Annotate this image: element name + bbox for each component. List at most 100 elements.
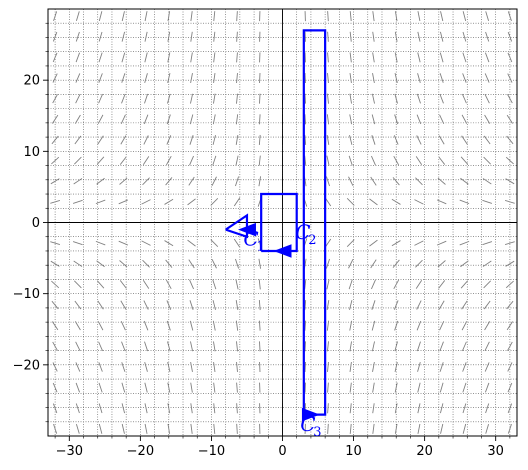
field-arrow	[372, 361, 375, 372]
field-arrow	[439, 320, 445, 331]
field-arrow	[439, 73, 444, 83]
field-arrow	[348, 259, 354, 269]
field-arrow	[459, 240, 470, 246]
x-tick-label: −10	[198, 444, 225, 459]
field-arrow	[504, 241, 515, 246]
field-arrow	[190, 382, 193, 393]
field-arrow	[190, 403, 193, 414]
field-arrow	[346, 197, 355, 206]
field-arrow	[327, 423, 329, 434]
field-arrow	[212, 300, 216, 311]
field-arrow	[394, 93, 398, 104]
y-tick-label: 10	[23, 145, 40, 160]
field-arrow	[167, 31, 171, 42]
field-arrow	[165, 155, 172, 166]
field-arrow	[96, 260, 105, 268]
field-arrow	[259, 93, 261, 104]
field-arrow	[371, 155, 376, 166]
field-arrow	[167, 423, 171, 434]
field-arrow	[437, 177, 446, 185]
field-arrow	[461, 341, 467, 352]
field-arrow	[190, 93, 194, 104]
field-arrow	[393, 279, 400, 290]
field-arrow	[167, 93, 171, 104]
field-arrow	[485, 423, 490, 434]
field-arrow	[326, 114, 330, 125]
field-arrow	[394, 31, 398, 42]
field-arrow	[75, 31, 80, 42]
field-arrow	[74, 321, 81, 331]
field-arrow	[394, 341, 398, 352]
field-arrow	[414, 199, 424, 205]
field-arrow	[394, 114, 399, 125]
field-arrow	[461, 114, 468, 124]
field-arrow	[393, 300, 399, 310]
curve-1-arrow	[237, 222, 256, 237]
field-arrow	[484, 341, 490, 352]
field-arrow	[462, 31, 467, 42]
field-arrow	[460, 156, 469, 165]
field-arrow	[484, 321, 491, 331]
field-arrow	[349, 11, 352, 22]
field-arrow	[121, 11, 125, 22]
field-arrow	[416, 114, 422, 125]
field-arrow	[462, 52, 467, 63]
field-arrow	[166, 114, 171, 125]
field-arrow	[462, 11, 467, 22]
field-arrow	[485, 403, 490, 414]
field-arrow	[349, 403, 352, 414]
field-arrow	[190, 423, 193, 434]
field-arrow	[119, 156, 127, 165]
field-arrow	[482, 199, 493, 204]
field-arrow	[235, 134, 239, 145]
field-arrow	[167, 341, 171, 352]
field-arrow	[392, 259, 400, 268]
x-tick-label: 10	[345, 444, 362, 459]
field-arrow	[371, 300, 376, 310]
field-arrow	[50, 241, 61, 246]
field-arrow	[213, 11, 216, 22]
field-arrow	[212, 279, 217, 290]
field-arrow	[349, 423, 352, 434]
field-arrow	[72, 241, 83, 246]
field-arrow	[482, 241, 493, 246]
field-arrow	[438, 156, 446, 165]
field-arrow	[417, 11, 421, 22]
field-arrow	[75, 52, 81, 63]
field-arrow	[190, 361, 193, 372]
field-arrow	[372, 11, 375, 22]
field-arrow	[51, 156, 60, 165]
field-arrow	[258, 320, 261, 331]
field-arrow	[120, 135, 127, 145]
field-arrow	[507, 94, 513, 104]
field-arrow	[327, 73, 329, 84]
field-arrow	[213, 93, 216, 104]
field-arrow	[371, 279, 376, 290]
field-arrow	[212, 114, 216, 125]
field-arrow	[394, 382, 398, 393]
field-arrow	[506, 114, 514, 124]
field-arrow	[415, 279, 423, 289]
field-arrow	[326, 341, 329, 352]
field-arrow	[51, 114, 59, 124]
field-arrow	[119, 260, 128, 268]
y-tick-label: −10	[13, 287, 40, 302]
field-arrow	[484, 362, 490, 372]
field-arrow	[143, 320, 149, 331]
field-arrow	[346, 239, 355, 248]
field-arrow	[213, 31, 216, 42]
field-arrow	[213, 52, 216, 63]
field-arrow	[439, 341, 444, 352]
field-arrow	[53, 423, 58, 434]
field-arrow	[483, 280, 491, 289]
field-arrow	[349, 382, 352, 393]
field-arrow	[98, 382, 103, 393]
field-arrow	[304, 93, 306, 104]
x-tick-label: −20	[127, 444, 154, 459]
field-arrow	[120, 114, 126, 125]
field-arrow	[165, 279, 172, 290]
field-arrow	[187, 198, 196, 206]
field-arrow	[438, 135, 445, 145]
field-arrow	[236, 11, 238, 22]
field-arrow	[461, 135, 468, 145]
